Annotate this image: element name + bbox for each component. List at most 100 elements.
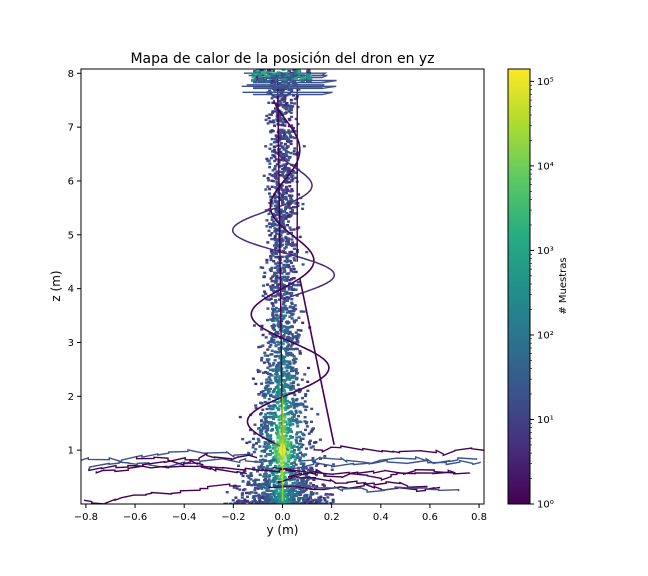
heat-cell xyxy=(300,502,304,504)
heat-cell xyxy=(273,186,277,189)
heat-cell xyxy=(300,378,304,381)
heat-cell xyxy=(294,411,298,414)
heat-cell xyxy=(285,497,289,500)
heat-cell xyxy=(264,336,268,339)
heat-cell xyxy=(288,401,292,404)
heat-cell xyxy=(297,448,300,451)
heat-cell xyxy=(268,463,272,466)
heat-cell xyxy=(291,337,295,340)
heat-cell xyxy=(261,485,265,489)
heat-cell xyxy=(298,350,302,353)
heat-cell xyxy=(268,482,272,485)
heat-cell xyxy=(294,74,299,77)
heat-cell xyxy=(283,216,286,219)
heat-cell xyxy=(278,95,282,98)
heat-cell xyxy=(303,400,307,403)
heat-cell xyxy=(307,79,312,83)
heat-cell xyxy=(302,433,306,437)
heat-cell xyxy=(292,387,296,390)
heat-cell xyxy=(316,413,320,416)
heat-cell xyxy=(283,74,288,77)
heat-cell xyxy=(258,459,262,462)
heat-cell xyxy=(266,464,270,468)
heat-cell xyxy=(279,101,283,104)
heat-cell xyxy=(261,458,265,461)
heat-cell xyxy=(288,199,292,202)
heat-cell xyxy=(282,226,286,229)
heat-cell xyxy=(295,486,299,489)
heat-cell xyxy=(262,415,266,419)
heat-cell xyxy=(304,482,308,485)
heat-cell xyxy=(287,203,291,207)
heat-cell xyxy=(289,369,293,373)
heat-cell xyxy=(291,265,295,268)
heat-cell xyxy=(282,426,286,430)
heat-cell xyxy=(287,404,291,408)
heat-cell xyxy=(280,164,284,167)
heat-cell xyxy=(274,299,277,302)
heat-cell xyxy=(274,208,278,211)
heat-cell xyxy=(304,408,308,411)
heat-cell xyxy=(277,500,281,504)
heat-cell xyxy=(292,406,296,409)
heat-cell xyxy=(272,473,275,477)
heat-cell xyxy=(247,476,251,480)
heat-cell xyxy=(272,323,276,326)
heat-cell xyxy=(264,478,267,481)
heat-cell xyxy=(272,413,276,416)
heat-cell xyxy=(282,464,286,468)
heat-cell xyxy=(273,388,277,391)
heat-cell xyxy=(270,232,274,235)
heat-cell xyxy=(282,118,286,121)
heat-cell xyxy=(302,499,306,503)
heat-cell xyxy=(282,129,286,133)
heat-cell xyxy=(234,502,238,504)
heat-cell xyxy=(263,442,267,445)
heat-cell xyxy=(236,500,240,503)
heat-cell xyxy=(290,101,293,105)
heat-cell xyxy=(272,319,276,322)
heat-cell xyxy=(282,361,286,365)
heat-cell xyxy=(290,194,294,198)
heat-cell xyxy=(275,170,279,173)
heat-cell xyxy=(290,175,294,179)
heat-cell xyxy=(272,478,276,481)
heat-cell xyxy=(280,255,284,259)
heat-cell xyxy=(284,385,288,389)
heat-cell xyxy=(250,491,254,494)
heat-cell xyxy=(291,482,295,485)
heat-cell xyxy=(269,277,273,280)
heat-cell xyxy=(273,359,277,362)
heat-cell xyxy=(272,220,276,223)
heat-cell xyxy=(278,487,282,490)
heat-cell xyxy=(281,283,285,286)
heat-cell xyxy=(287,343,291,346)
heat-cell xyxy=(291,486,294,489)
heat-cell xyxy=(257,466,261,470)
heat-cell xyxy=(262,371,266,374)
heat-cell xyxy=(283,121,287,124)
heat-cell xyxy=(278,88,281,91)
heat-cell xyxy=(278,435,282,438)
heat-cell xyxy=(270,129,274,132)
heat-cell xyxy=(290,496,294,500)
colorbar-label: # Muestras xyxy=(558,257,569,314)
heat-cell xyxy=(277,326,281,329)
heat-cell xyxy=(290,198,294,201)
heat-cell xyxy=(304,392,308,396)
heat-cell xyxy=(277,408,281,412)
heat-cell xyxy=(291,419,295,422)
heat-cell xyxy=(255,71,260,74)
heat-cell xyxy=(306,498,310,501)
heat-cell xyxy=(287,332,291,336)
heat-cell xyxy=(308,78,313,81)
heat-cell xyxy=(257,484,260,488)
x-tick-label: −0.6 xyxy=(123,512,147,523)
heat-cell xyxy=(282,379,286,382)
heat-cell xyxy=(273,197,277,200)
heat-cell xyxy=(304,453,308,456)
heat-cell xyxy=(265,489,269,492)
heat-cell xyxy=(251,72,256,76)
heat-cell xyxy=(304,498,308,501)
heat-cell xyxy=(315,473,318,477)
